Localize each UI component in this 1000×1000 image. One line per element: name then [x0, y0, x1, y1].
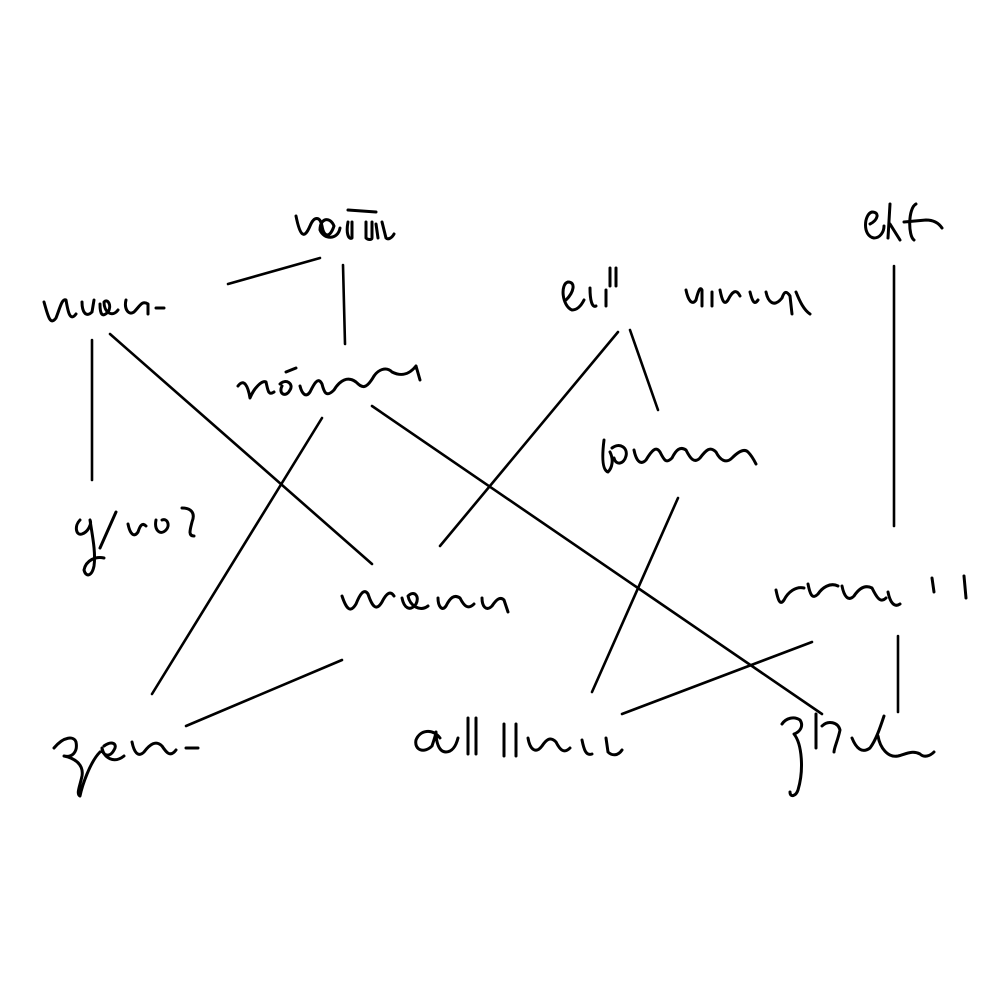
- node-right-mid-scribble: [601, 438, 758, 474]
- edge-top-center-left: [226, 256, 322, 286]
- node-right-upper-scribble: [561, 266, 812, 316]
- node-bottom-center-scribble: [414, 716, 624, 758]
- node-right-scribble: [774, 574, 968, 607]
- edge-top-center-center-upper: [341, 263, 347, 346]
- edge-center-upper-bottom-right: [370, 404, 824, 716]
- node-left: [42, 298, 166, 323]
- node-top-right: [864, 202, 944, 242]
- edge-right-upper-center: [438, 330, 620, 548]
- node-left-scribble: [42, 298, 166, 323]
- edge-right-upper-right-mid: [628, 328, 660, 412]
- node-bottom-left: [52, 736, 200, 798]
- edge-center-upper-bottom-left: [150, 416, 324, 696]
- node-left-mid-scribble: [74, 506, 196, 577]
- node-right: [774, 574, 968, 607]
- edge-right-bottom-center: [620, 640, 814, 716]
- node-right-upper: [561, 266, 812, 316]
- node-bottom-left-scribble: [52, 736, 200, 798]
- node-top-center-scribble: [294, 208, 396, 241]
- node-center: [340, 590, 510, 614]
- node-top-right-scribble: [864, 202, 944, 242]
- node-bottom-center: [414, 716, 624, 758]
- node-center-scribble: [340, 590, 510, 614]
- edge-center-bottom-left: [184, 658, 344, 728]
- node-bottom-right-scribble: [780, 712, 936, 798]
- node-right-mid: [601, 438, 758, 474]
- edge-left-center: [108, 332, 374, 566]
- node-center-upper-scribble: [236, 364, 422, 400]
- node-center-upper: [236, 364, 422, 400]
- nodes: [42, 202, 968, 798]
- node-left-mid: [74, 506, 196, 577]
- edge-right-mid-bottom-center: [590, 496, 680, 694]
- node-top-center: [294, 208, 396, 241]
- edges: [90, 256, 900, 728]
- node-bottom-right: [780, 712, 936, 798]
